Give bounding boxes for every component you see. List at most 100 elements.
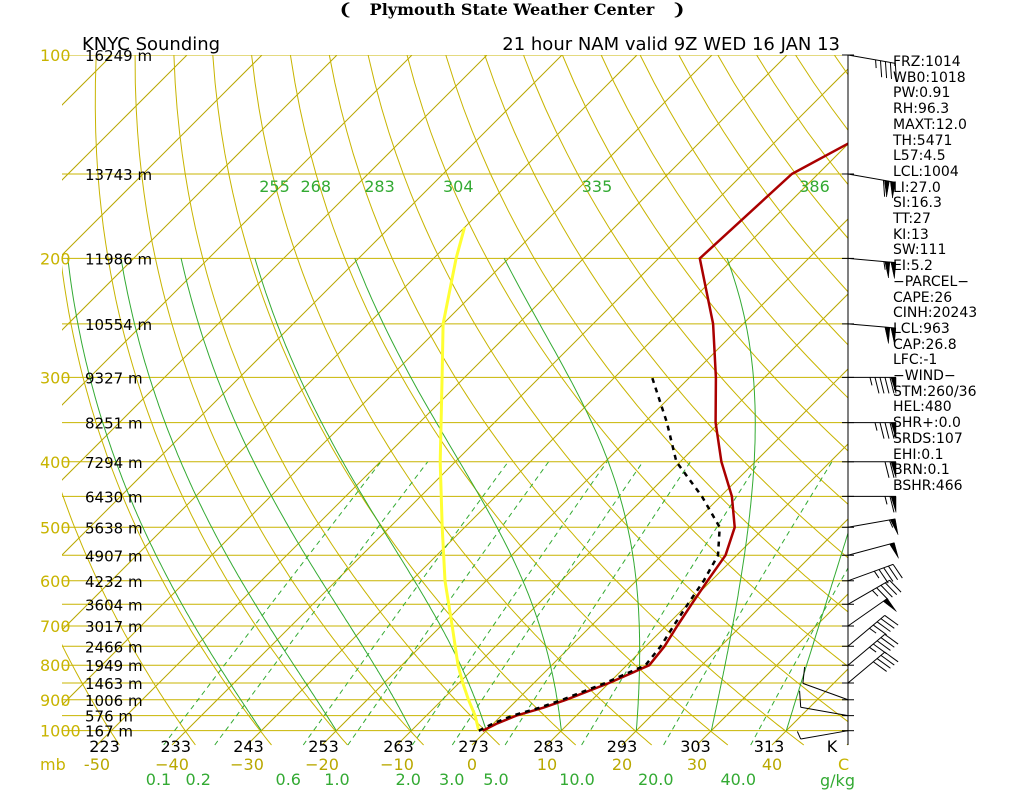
isotherm-line: [471, 368, 848, 746]
wind-barb-half-flag: [869, 627, 877, 634]
wind-barb-half-flag: [875, 59, 877, 69]
dry-adiabat-line: [134, 55, 424, 746]
wind-barb-staff: [847, 54, 896, 64]
parcel-path-line: [438, 227, 481, 732]
temperature-profile-line: [482, 142, 848, 732]
sounding-index-item: EHI:0.1: [893, 446, 944, 463]
isotherm-line: [246, 143, 848, 746]
sounding-index-item: LCL:963: [893, 320, 950, 337]
temperature-tick-label: −40: [155, 755, 189, 774]
dry-adiabat-line: [328, 55, 805, 746]
height-label: 4232 m: [85, 573, 143, 591]
wind-barb-flag: [876, 658, 891, 669]
wind-barb-staff: [847, 579, 890, 605]
wind-barb-flag: [889, 461, 895, 478]
height-label: 2466 m: [85, 638, 143, 656]
isotherm-line: [62, 55, 488, 481]
theta-e-label: 335: [582, 177, 613, 196]
theta-tick-label: 313: [754, 737, 785, 756]
wind-barb-flag: [889, 62, 893, 79]
isotherm-line: [62, 55, 263, 256]
wind-barb-pennant: [884, 180, 890, 198]
sounding-index-item: HEL:480: [893, 399, 952, 416]
wind-barb-flag: [876, 587, 889, 600]
theta-e-label: 283: [364, 177, 395, 196]
sounding-index-item: LCL:1004: [893, 163, 959, 180]
wind-barb-half-flag: [884, 496, 888, 505]
dry-adiabat-line: [523, 55, 848, 505]
temperature-tick-label: 10: [537, 755, 557, 774]
height-label: 4907 m: [85, 547, 143, 565]
temperature-tick-label: 20: [612, 755, 632, 774]
wind-barb-flag: [880, 618, 895, 629]
wind-barb-flag: [884, 422, 890, 439]
sounding-index-item: SHR+:0.0: [893, 415, 961, 432]
wind-barb-staff: [800, 706, 849, 717]
theta-tick-label: 263: [383, 737, 414, 756]
pressure-tick-label: 700: [40, 617, 71, 636]
isotherm-line: [62, 55, 188, 181]
dry-adiabat-line: [251, 55, 653, 746]
wind-barb-half-flag: [869, 646, 877, 653]
mixing-ratio-line: [302, 461, 509, 746]
flag-left-icon: ❨: [338, 0, 353, 19]
isotherm-line: [62, 55, 638, 631]
sounding-index-item: KI:13: [893, 226, 929, 243]
wind-barb-staff: [847, 518, 896, 528]
mixing-ratio-line: [663, 461, 833, 746]
wind-barb-staff: [800, 730, 849, 740]
mixing-ratio-line: [411, 461, 608, 746]
theta-e-label: 386: [799, 177, 830, 196]
wind-barb-flag: [874, 377, 880, 394]
height-label: 9327 m: [85, 369, 143, 387]
dry-adiabat-line: [94, 55, 348, 746]
isotherm-line: [62, 55, 713, 706]
height-label: 5638 m: [85, 519, 143, 537]
wind-barb-pennant: [890, 461, 897, 478]
wind-barb-flag: [884, 633, 899, 645]
theta-tick-label: 243: [233, 737, 264, 756]
theta-e-label: 268: [300, 177, 331, 196]
dry-adiabat-line: [406, 55, 848, 668]
wind-barb-pennant: [890, 377, 897, 394]
wind-barb-pennant: [889, 518, 899, 535]
temperature-tick-label: 30: [687, 755, 707, 774]
height-label: 16249 m: [85, 47, 152, 65]
pressure-tick-label: 900: [40, 691, 71, 710]
wind-barb-pennant: [889, 542, 899, 559]
mixing-ratio-tick-label: 20.0: [638, 770, 674, 789]
dry-adiabat-line: [62, 491, 196, 746]
dewpoint-profile-line: [478, 377, 721, 732]
dry-adiabat-line: [212, 55, 577, 746]
wind-barb-flag: [892, 564, 903, 579]
pressure-tick-label: 100: [40, 46, 71, 65]
wind-barb-flag: [894, 63, 897, 80]
mixing-ratio-tick-label: 3.0: [439, 770, 464, 789]
wind-barb-half-flag: [888, 519, 894, 528]
dry-adiabat-line: [639, 55, 848, 346]
wind-barb-staff: [802, 682, 849, 701]
wind-barb-flag: [799, 690, 802, 708]
wind-barb-staff: [847, 651, 886, 684]
theta-tick-label: 273: [458, 737, 489, 756]
wind-barb-flag: [889, 422, 895, 439]
theta-e-label: 255: [259, 177, 290, 196]
wind-barb-pennant: [890, 327, 897, 345]
mixing-ratio-line: [163, 461, 382, 746]
dry-adiabat-line: [717, 55, 848, 240]
wind-barb-flag: [872, 624, 887, 636]
wind-barb-pennant: [884, 326, 891, 344]
mixing-ratio-tick-label: 1.0: [324, 770, 349, 789]
theta-tick-label: 283: [533, 737, 564, 756]
wind-barb-staff: [847, 615, 886, 647]
moist-adiabat-line: [354, 258, 562, 731]
sounding-index-item: RH:96.3: [893, 101, 950, 118]
temperature-tick-label: 0: [467, 755, 477, 774]
isotherm-line: [621, 518, 848, 746]
mixing-ratio-tick-label: 0.2: [186, 770, 211, 789]
isotherm-line: [62, 55, 413, 406]
wind-barb-pennant: [884, 261, 891, 279]
wind-barb-flag: [879, 422, 885, 439]
sounding-index-item: BRN:0.1: [893, 462, 950, 479]
